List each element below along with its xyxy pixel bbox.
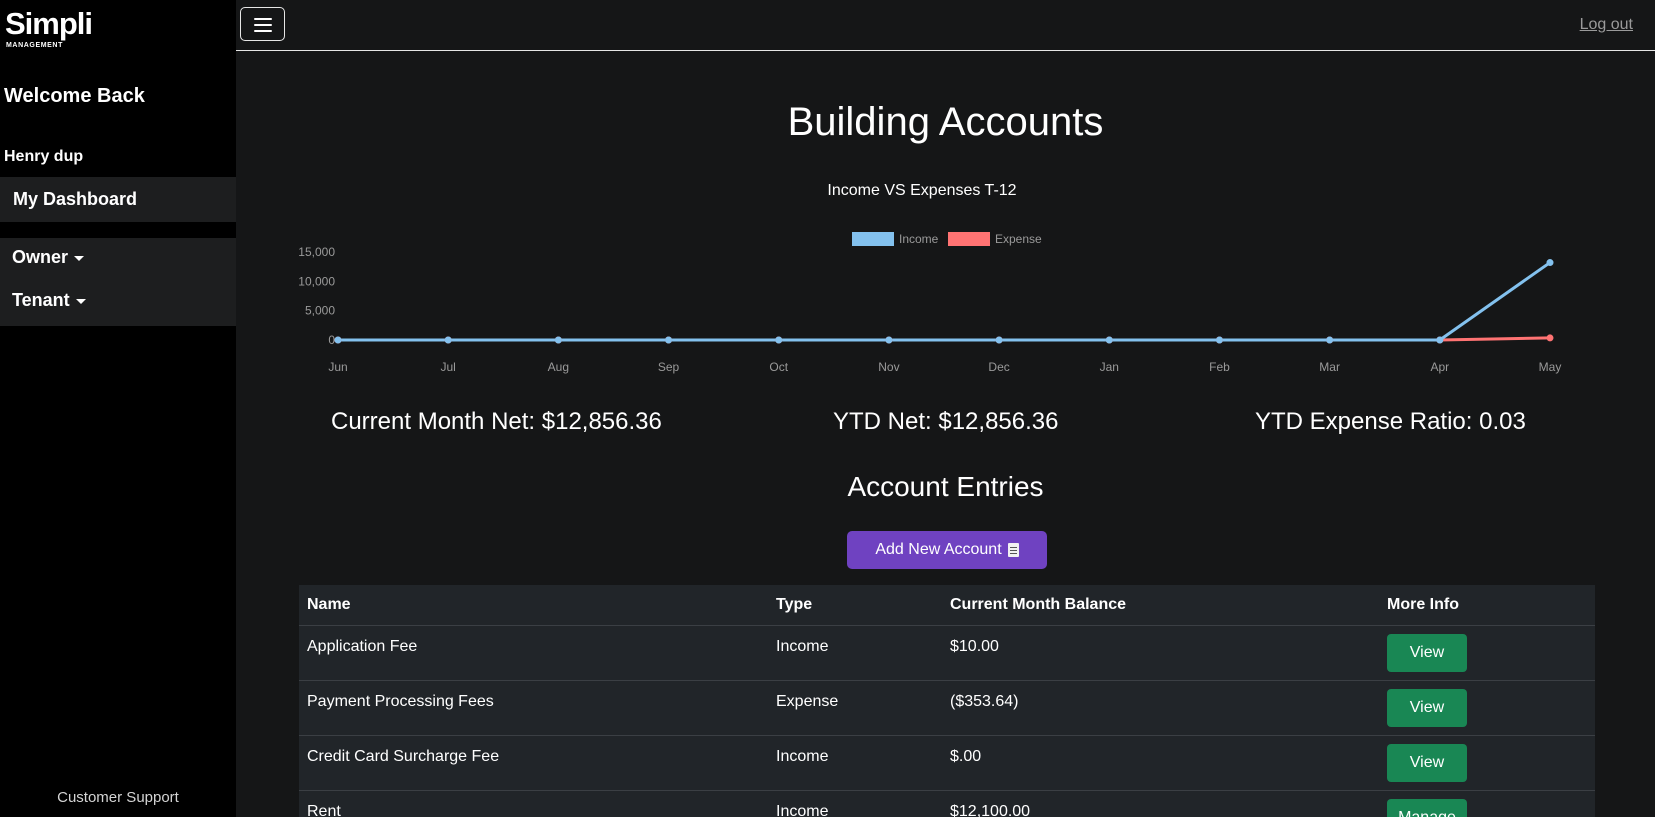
sidebar-dropdown-group: Owner Tenant: [0, 238, 236, 326]
x-tick-label: Sep: [658, 360, 680, 374]
data-point-income: [885, 336, 893, 344]
x-tick-label: Jan: [1100, 360, 1119, 374]
sidebar-item-label: Owner: [12, 247, 69, 267]
y-tick-label: 0: [328, 333, 335, 347]
logout-link[interactable]: Log out: [1579, 16, 1633, 33]
income-expense-chart: Income VS Expenses T-12 Income Expense 0 5,0…: [290, 180, 1610, 380]
manage-button[interactable]: Manage: [1387, 798, 1467, 817]
kpi-ytd-net: YTD Net: $12,856.36: [833, 408, 1059, 435]
cell-name: Rent: [299, 790, 768, 817]
x-tick-label: May: [1539, 360, 1562, 374]
sidebar-item-dashboard[interactable]: My Dashboard: [0, 177, 236, 222]
top-bar: Log out: [236, 0, 1655, 51]
table-row: Rent Income $12,100.00 Manage: [299, 790, 1595, 817]
cell-action: View: [1379, 680, 1595, 736]
view-button[interactable]: View: [1387, 743, 1467, 782]
cell-balance: ($353.64): [942, 680, 1379, 736]
cell-type: Expense: [768, 680, 942, 736]
add-new-account-button[interactable]: Add New Account: [847, 531, 1047, 569]
brand-logo[interactable]: Simpli MANAGEMENT: [5, 6, 115, 52]
brand-name: Simpli: [5, 6, 93, 41]
x-tick-label: Jun: [328, 360, 347, 374]
sidebar-item-label: My Dashboard: [13, 189, 138, 209]
view-button[interactable]: View: [1387, 633, 1467, 672]
y-tick-label: 10,000: [298, 274, 335, 288]
legend-label: Expense: [995, 232, 1042, 246]
cell-action: View: [1379, 625, 1595, 681]
view-button[interactable]: View: [1387, 688, 1467, 727]
cell-type: Income: [768, 790, 942, 817]
cell-type: Income: [768, 735, 942, 791]
data-point-income: [665, 336, 673, 344]
kpi-current-month-net: Current Month Net: $12,856.36: [331, 408, 662, 435]
data-point-income: [334, 336, 342, 344]
chart-title: Income VS Expenses T-12: [827, 182, 1016, 199]
accounts-table: Name Type Current Month Balance More Inf…: [299, 585, 1595, 817]
x-tick-label: Dec: [988, 360, 1009, 374]
legend-label: Income: [899, 232, 939, 246]
hamburger-icon: [254, 18, 272, 32]
data-point-income: [995, 336, 1003, 344]
x-tick-label: Oct: [769, 360, 788, 374]
sidebar: Simpli MANAGEMENT Welcome Back Henry dup…: [0, 0, 236, 817]
cell-name: Application Fee: [299, 625, 768, 681]
series-line-income: [338, 261, 1551, 342]
x-tick-label: Jul: [441, 360, 456, 374]
cell-name: Credit Card Surcharge Fee: [299, 735, 768, 791]
x-tick-label: Aug: [548, 360, 569, 374]
x-tick-label: Nov: [878, 360, 899, 374]
data-point-income: [554, 336, 562, 344]
legend-swatch: [948, 232, 990, 246]
sidebar-dropdown-owner[interactable]: Owner: [12, 247, 85, 268]
clipboard-icon: [1007, 543, 1019, 557]
chart-svg: Income VS Expenses T-12 Income Expense 0 5,0…: [298, 182, 1562, 374]
cell-type: Income: [768, 625, 942, 681]
table-row: Credit Card Surcharge Fee Income $.00 Vi…: [299, 735, 1595, 791]
customer-support-link[interactable]: Customer Support: [57, 789, 179, 806]
x-tick-label: Feb: [1209, 360, 1230, 374]
table-row: Application Fee Income $10.00 View: [299, 625, 1595, 681]
data-point-expense: [1546, 334, 1554, 342]
y-tick-label: 15,000: [298, 245, 335, 259]
table-row: Payment Processing Fees Expense ($353.64…: [299, 680, 1595, 736]
button-label: Add New Account: [875, 541, 1002, 558]
data-point-income: [444, 336, 452, 344]
username: Henry dup: [4, 148, 84, 165]
cell-balance: $10.00: [942, 625, 1379, 681]
cell-balance: $.00: [942, 735, 1379, 791]
brand-subtitle: MANAGEMENT: [6, 42, 63, 49]
data-point-income: [1436, 336, 1444, 344]
menu-toggle-button[interactable]: [240, 7, 285, 41]
caret-down-icon: [74, 256, 85, 261]
data-point-income: [1105, 336, 1113, 344]
column-header: Name: [299, 585, 768, 626]
cell-action: Manage: [1379, 790, 1595, 817]
cell-balance: $12,100.00: [942, 790, 1379, 817]
x-tick-label: Apr: [1430, 360, 1449, 374]
column-header: More Info: [1379, 585, 1595, 626]
column-header: Type: [768, 585, 942, 626]
welcome-text: Welcome Back: [4, 85, 145, 107]
cell-name: Payment Processing Fees: [299, 680, 768, 736]
x-tick-label: Mar: [1319, 360, 1340, 374]
data-point-income: [775, 336, 783, 344]
data-point-income: [1215, 336, 1223, 344]
section-title: Account Entries: [847, 471, 1044, 502]
data-point-income: [1326, 336, 1334, 344]
table-header-row: Name Type Current Month Balance More Inf…: [299, 585, 1595, 626]
sidebar-item-label: Tenant: [12, 290, 70, 310]
kpi-row: Current Month Net: $12,856.36 YTD Net: $…: [236, 408, 1655, 442]
kpi-ytd-expense-ratio: YTD Expense Ratio: 0.03: [1255, 408, 1526, 435]
caret-down-icon: [75, 299, 86, 304]
page-title: Building Accounts: [787, 100, 1104, 144]
sidebar-dropdown-tenant[interactable]: Tenant: [12, 290, 86, 311]
y-tick-label: 5,000: [305, 304, 335, 318]
column-header: Current Month Balance: [942, 585, 1379, 626]
legend-swatch: [852, 232, 894, 246]
data-point-income: [1546, 259, 1554, 267]
cell-action: View: [1379, 735, 1595, 791]
